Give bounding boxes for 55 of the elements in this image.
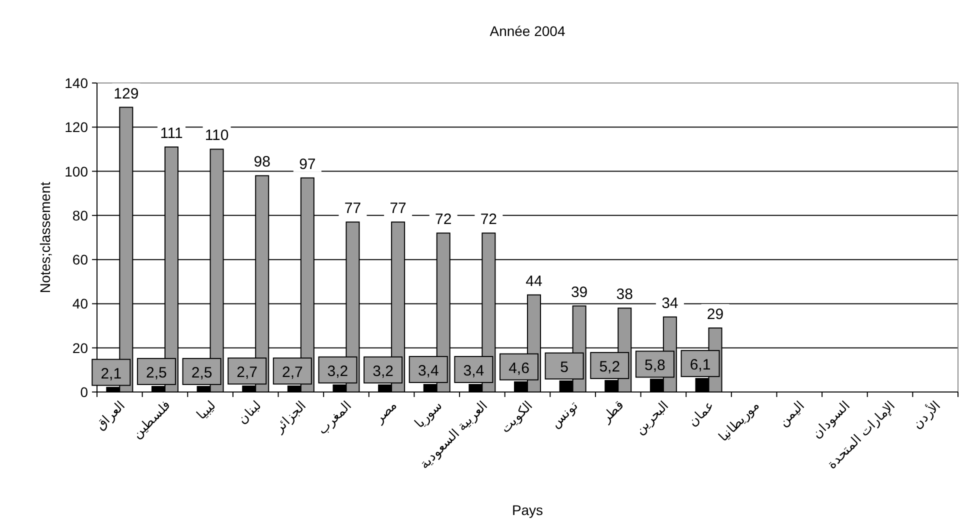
data-label: 5	[560, 358, 568, 376]
chart-title: Année 2004	[490, 23, 566, 39]
data-label: 5,2	[599, 358, 620, 376]
data-label: 38	[616, 286, 633, 304]
x-tick-label: المغرب	[314, 398, 356, 438]
data-label: 34	[662, 294, 678, 312]
data-label: 97	[299, 156, 316, 173]
x-tick-label: موريطانيا	[716, 398, 763, 445]
y-tick-label: 140	[64, 75, 88, 91]
data-label: 111	[160, 125, 183, 142]
data-label: 3,2	[372, 362, 394, 380]
y-tick-label: 0	[80, 384, 88, 400]
data-label: 4,6	[508, 360, 530, 377]
data-label: 2,1	[100, 365, 122, 382]
x-tick-label: فلسطين	[129, 398, 174, 442]
x-tick-label: العراق	[92, 398, 128, 434]
data-label: 2,5	[191, 364, 212, 382]
x-tick-label: مصر	[370, 398, 400, 428]
data-label: 2,7	[236, 364, 258, 382]
data-label: 110	[204, 127, 229, 144]
x-tick-label: عمان	[685, 398, 717, 430]
data-label: 77	[390, 200, 406, 218]
y-tick-label: 60	[72, 252, 88, 268]
y-tick-label: 20	[72, 340, 88, 356]
data-label: 3,4	[418, 362, 439, 380]
data-label: 77	[344, 200, 362, 218]
x-tick-label: سوريا	[412, 398, 446, 432]
data-label: 2,7	[282, 364, 303, 382]
x-tick-label: اليمن	[776, 398, 808, 430]
y-tick-label: 80	[72, 207, 88, 224]
x-tick-label: الجزائر	[270, 398, 310, 436]
y-tick-label: 100	[64, 163, 88, 180]
data-label: 39	[570, 284, 588, 301]
y-axis-title: Notes;classement	[37, 182, 53, 294]
x-tick-label: ليبيا	[194, 398, 218, 422]
y-tick-label: 120	[64, 119, 88, 136]
data-label: 3,4	[463, 362, 484, 380]
x-tick-label: تونس	[548, 398, 582, 432]
data-label: 5,8	[644, 357, 666, 374]
data-label: 72	[480, 211, 498, 228]
x-axis-title: Pays	[512, 502, 544, 518]
y-tick-label: 40	[72, 296, 88, 312]
data-label: 29	[706, 306, 724, 323]
x-tick-label: البحرين	[632, 398, 672, 438]
x-tick-label: لبنان	[234, 398, 264, 427]
x-tick-label: قطر	[598, 398, 627, 427]
data-label: 3,2	[327, 362, 348, 380]
data-label: 6,1	[690, 356, 711, 374]
data-label: 98	[254, 154, 270, 171]
data-label: 72	[435, 211, 452, 228]
data-label: 44	[526, 272, 542, 290]
data-label: 129	[114, 85, 139, 102]
x-tick-label: الأردن	[908, 396, 944, 432]
data-label: 2,5	[146, 364, 167, 382]
x-tick-label: الكويت	[497, 398, 536, 436]
